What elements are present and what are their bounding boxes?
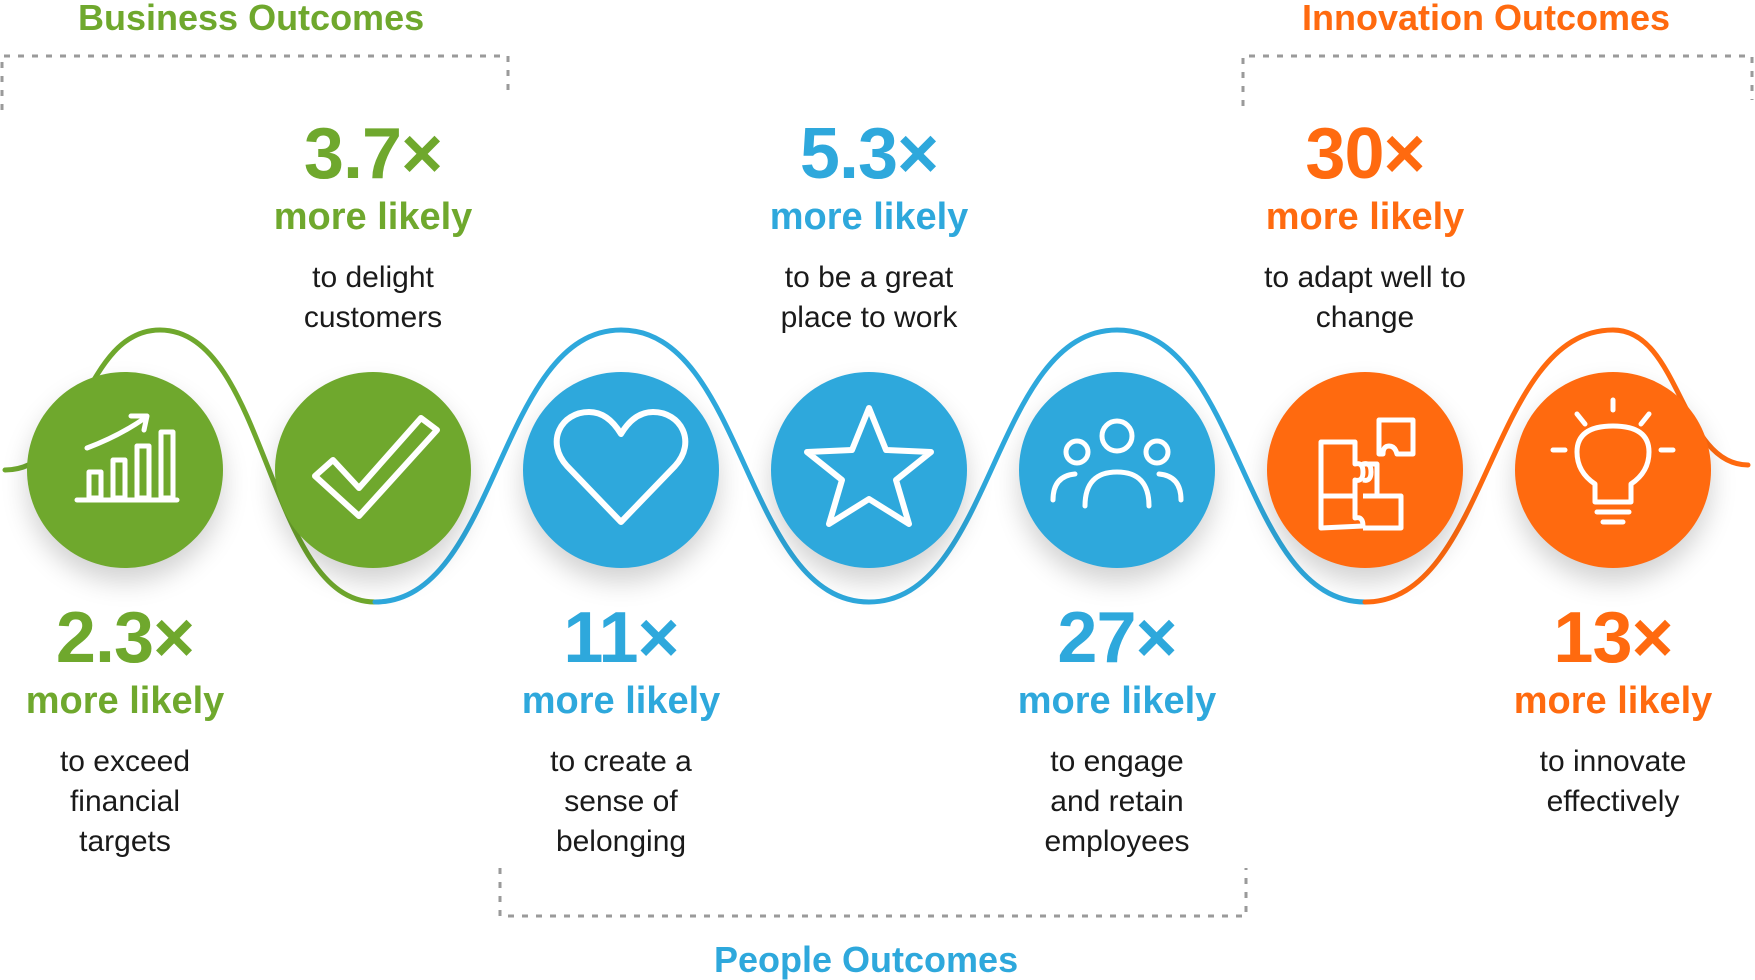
- puzzle-icon: [1318, 417, 1416, 531]
- description-line: to innovate: [1539, 745, 1687, 778]
- more-likely-label: more likely: [1017, 680, 1217, 722]
- outcome-description: to delight customers: [243, 258, 503, 338]
- more-likely-label: more likely: [273, 196, 473, 238]
- description-line: place to work: [780, 301, 958, 334]
- icon-circle: [1019, 372, 1215, 568]
- more-likely-label: more likely: [769, 196, 969, 238]
- more-likely-label: more likely: [521, 680, 721, 722]
- innovation-bracket: [1241, 54, 1754, 106]
- description-line: to create a: [550, 745, 692, 778]
- description-line: sense of: [564, 785, 678, 818]
- more-likely-label: more likely: [1265, 196, 1465, 238]
- description-line: effectively: [1546, 785, 1680, 818]
- multiplier-value: 13×: [1553, 598, 1673, 678]
- description-line: to be a great: [784, 261, 954, 294]
- outcome-description: to create a sense of belonging: [491, 742, 751, 862]
- description-line: to adapt well to: [1264, 261, 1466, 294]
- heart-icon: [553, 409, 689, 525]
- icon-circle: [275, 372, 471, 568]
- description-line: customers: [303, 301, 443, 334]
- outcome-description: to innovate effectively: [1483, 742, 1743, 822]
- business-bracket: [0, 54, 510, 110]
- outcome-description: to engage and retain employees: [987, 742, 1247, 862]
- description-line: employees: [1044, 825, 1190, 858]
- people-icon: [1050, 418, 1184, 509]
- description-line: and retain: [1050, 785, 1184, 818]
- description-line: financial: [69, 785, 181, 818]
- description-line: belonging: [555, 825, 687, 858]
- outcome-stat: 13× more likely to innovate effectively: [1483, 602, 1743, 822]
- description-line: to engage: [1050, 745, 1184, 778]
- business-outcomes-title: Business Outcomes: [78, 0, 425, 38]
- icon-circle: [771, 372, 967, 568]
- outcome-stat: 5.3× more likely to be a great place to wor…: [739, 118, 999, 338]
- description-line: targets: [79, 825, 171, 858]
- description-line: to delight: [312, 261, 434, 294]
- people-wave: [372, 327, 1368, 605]
- outcome-stat: 27× more likely to engage and retain employe…: [987, 602, 1247, 862]
- icon-circle: [1515, 372, 1711, 568]
- outcome-stat: 3.7× more likely to delight customers: [243, 118, 503, 338]
- icon-circle: [1267, 372, 1463, 568]
- icon-circle: [523, 372, 719, 568]
- outcome-description: to exceed financial targets: [0, 742, 255, 862]
- outcome-description: to be a great place to work: [739, 258, 999, 338]
- outcome-stat: 11× more likely to create a sense of belongi…: [491, 602, 751, 862]
- multiplier-value: 27×: [1057, 598, 1177, 678]
- more-likely-label: more likely: [25, 680, 225, 722]
- star-icon: [804, 405, 934, 527]
- more-likely-label: more likely: [1513, 680, 1713, 722]
- growth-chart-icon: [74, 413, 180, 503]
- description-line: change: [1315, 301, 1415, 334]
- multiplier-value: 11×: [563, 598, 679, 678]
- checkmark-icon: [312, 415, 440, 519]
- outcome-description: to adapt well to change: [1235, 258, 1495, 338]
- multiplier-value: 3.7×: [303, 114, 443, 194]
- multiplier-value: 2.3×: [55, 598, 195, 678]
- multiplier-value: 5.3×: [799, 114, 939, 194]
- lightbulb-icon: [1550, 397, 1676, 525]
- outcome-stat: 2.3× more likely to exceed financial targets: [0, 602, 255, 862]
- people-outcomes-title: People Outcomes: [714, 939, 1019, 980]
- icon-circle: [27, 372, 223, 568]
- people-bracket: [498, 868, 1248, 918]
- innovation-outcomes-title: Innovation Outcomes: [1302, 0, 1671, 38]
- description-line: to exceed: [59, 745, 191, 778]
- multiplier-value: 30×: [1305, 114, 1425, 194]
- outcome-stat: 30× more likely to adapt well to change: [1235, 118, 1495, 338]
